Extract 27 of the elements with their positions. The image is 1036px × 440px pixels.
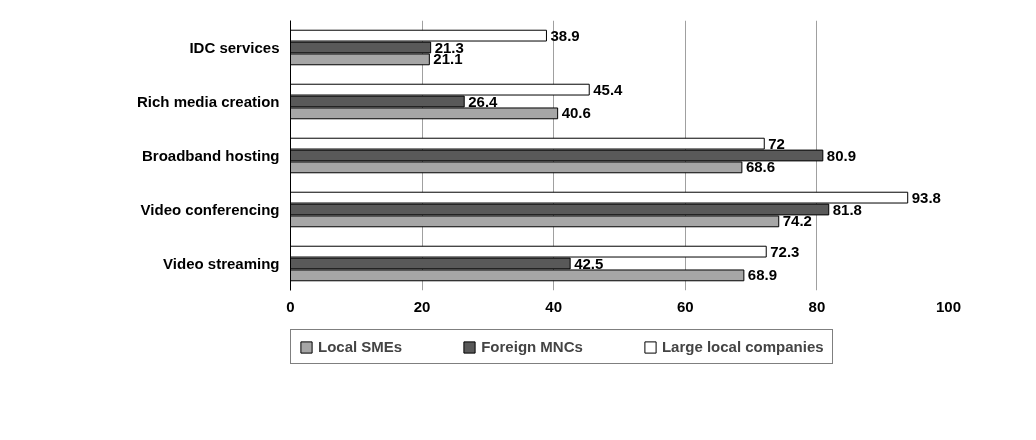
legend-label: Foreign MNCs [481,338,583,355]
x-tick-label: 80 [808,297,826,315]
x-tick-label: 100 [935,297,962,315]
y-tick-label: Video streaming [163,255,280,272]
data-label: 81.8 [832,200,862,218]
x-tick-label: 0 [286,297,295,315]
y-tick-label: Broadband hosting [142,147,280,164]
data-label: 93.8 [911,188,941,206]
data-label: 38.9 [550,26,580,44]
data-label: 68.6 [745,158,776,176]
data-label: 74.2 [782,212,812,230]
x-tick-label: 20 [413,297,431,315]
data-label: 72.3 [770,242,800,260]
data-label: 40.6 [561,104,591,122]
data-label: 45.4 [593,80,624,98]
x-tick-label: 60 [676,297,694,315]
data-label: 80.9 [826,146,857,164]
y-tick-label: Video conferencing [140,201,280,218]
y-tick-label: IDC services [189,39,280,56]
data-label: 72 [768,134,785,152]
y-tick-label: Rich media creation [136,93,280,110]
x-tick-label: 40 [545,297,563,315]
legend-label: Local SMEs [318,338,403,355]
legend-label: Large local companies [661,338,824,355]
data-label: 26.4 [468,92,499,110]
data-label: 68.9 [747,266,778,284]
data-label: 42.5 [574,254,604,272]
